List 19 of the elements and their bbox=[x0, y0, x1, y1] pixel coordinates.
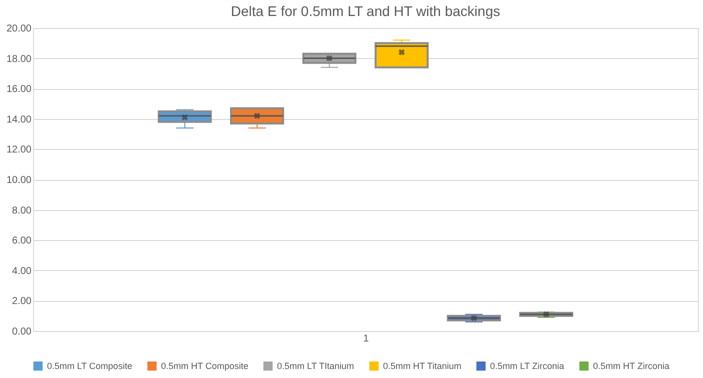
legend-label: 0.5mm LT Composite bbox=[47, 361, 132, 372]
y-tick-label: 20.00 bbox=[6, 24, 32, 34]
legend-label: 0.5mm HT Zirconia bbox=[593, 361, 670, 372]
y-tick-label: 4.00 bbox=[12, 266, 32, 277]
y-tick-label: 10.00 bbox=[6, 175, 32, 186]
legend-label: 0.5mm LT TItanium bbox=[277, 361, 354, 372]
chart-title: Delta E for 0.5mm LT and HT with backings bbox=[230, 3, 500, 19]
legend-label: 0.5mm HT Composite bbox=[161, 361, 248, 372]
y-tick-label: 18.00 bbox=[6, 54, 32, 65]
y-tick-label: 16.00 bbox=[6, 84, 32, 96]
x-tick-label: 1 bbox=[363, 334, 370, 344]
y-tick-label: 0.00 bbox=[12, 326, 32, 338]
legend-label: 0.5mm LT Zirconia bbox=[490, 361, 564, 372]
y-tick-label: 6.00 bbox=[12, 236, 32, 247]
y-tick-label: 12.00 bbox=[6, 144, 32, 156]
y-tick-label: 14.00 bbox=[6, 114, 32, 126]
legend-label: 0.5mm HT Titanium bbox=[383, 361, 462, 372]
y-tick-label: 8.00 bbox=[12, 205, 32, 216]
y-tick-label: 2.00 bbox=[12, 296, 32, 308]
